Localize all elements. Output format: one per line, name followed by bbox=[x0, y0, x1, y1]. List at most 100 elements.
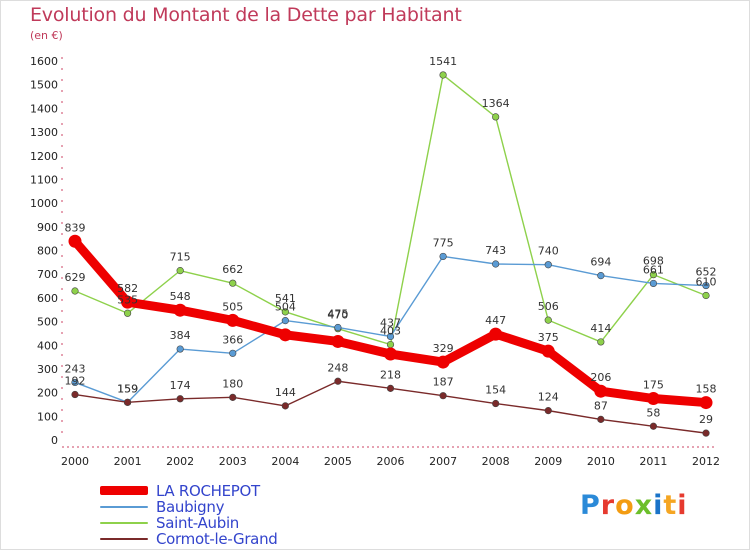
series-layer bbox=[68, 71, 713, 437]
data-point bbox=[439, 392, 447, 400]
data-point bbox=[384, 347, 397, 361]
data-point bbox=[386, 332, 395, 341]
legend-label: Baubigny bbox=[156, 498, 225, 516]
x-tick-label: 2000 bbox=[61, 455, 89, 468]
data-point bbox=[436, 355, 450, 369]
y-tick-label: 900 bbox=[37, 221, 58, 234]
data-label: 715 bbox=[170, 251, 191, 264]
y-tick-label: 1300 bbox=[30, 126, 58, 139]
data-point bbox=[71, 390, 79, 399]
data-label: 159 bbox=[117, 382, 138, 395]
data-label: 1364 bbox=[482, 97, 510, 110]
y-tick-label: 800 bbox=[37, 245, 58, 258]
data-point bbox=[649, 271, 658, 279]
data-label: 662 bbox=[222, 263, 243, 276]
proxiti-logo: Proxiti bbox=[580, 490, 688, 521]
data-label: 180 bbox=[222, 377, 243, 390]
x-tick-label: 2002 bbox=[166, 455, 194, 468]
data-label: 548 bbox=[170, 290, 191, 303]
logo-letter: r bbox=[600, 490, 616, 521]
y-tick-label: 600 bbox=[37, 292, 58, 305]
x-tick-label: 2004 bbox=[271, 455, 299, 468]
y-tick-label: 1100 bbox=[30, 173, 58, 186]
data-label: 187 bbox=[433, 376, 454, 389]
data-label: 740 bbox=[538, 245, 559, 258]
data-label: 366 bbox=[222, 333, 243, 346]
y-tick-label: 0 bbox=[51, 434, 58, 447]
y-tick-label: 1200 bbox=[30, 150, 58, 163]
data-label: 743 bbox=[485, 244, 506, 257]
data-label: 329 bbox=[433, 342, 454, 355]
x-tick-label: 2001 bbox=[114, 455, 142, 468]
data-label: 144 bbox=[275, 386, 296, 399]
data-label: 610 bbox=[696, 276, 717, 289]
data-label: 661 bbox=[643, 263, 664, 276]
data-point bbox=[334, 377, 342, 385]
y-tick-label: 1600 bbox=[30, 55, 58, 68]
data-point bbox=[71, 287, 79, 295]
data-point bbox=[173, 303, 187, 317]
data-point bbox=[544, 261, 552, 269]
logo-letter: x bbox=[634, 490, 654, 521]
data-label: 403 bbox=[380, 325, 401, 338]
data-label: 87 bbox=[594, 399, 608, 412]
data-label: 29 bbox=[699, 413, 713, 426]
data-label: 475 bbox=[327, 307, 348, 320]
y-tick-label: 700 bbox=[37, 268, 58, 281]
data-label: 694 bbox=[590, 256, 611, 269]
data-point bbox=[176, 345, 184, 353]
data-point bbox=[541, 344, 555, 358]
data-label: 414 bbox=[590, 322, 611, 335]
logo-letter: t bbox=[663, 490, 678, 521]
x-tick-label: 2006 bbox=[377, 455, 405, 468]
data-point bbox=[278, 328, 292, 342]
data-label: 541 bbox=[275, 292, 296, 305]
legend-label: Saint-Aubin bbox=[156, 514, 240, 532]
y-tick-label: 500 bbox=[37, 316, 58, 329]
x-axis: 2000 2001 2002 2003 2004 2005 2006 2007 2008 2009… bbox=[61, 446, 720, 468]
data-point bbox=[331, 334, 345, 348]
data-label: 447 bbox=[485, 314, 506, 327]
data-point bbox=[646, 392, 660, 406]
data-point bbox=[702, 291, 710, 300]
data-point bbox=[699, 396, 713, 410]
data-point bbox=[123, 398, 132, 406]
data-point bbox=[229, 349, 237, 357]
data-label: 243 bbox=[65, 362, 86, 375]
x-tick-label: 2008 bbox=[482, 455, 510, 468]
chart-title: Evolution du Montant de la Dette par Hab… bbox=[30, 4, 462, 26]
logo-letter: i bbox=[677, 490, 688, 521]
data-label: 504 bbox=[275, 301, 296, 314]
legend-label: LA ROCHEPOT bbox=[156, 482, 260, 500]
data-point bbox=[281, 402, 289, 410]
data-point bbox=[544, 407, 552, 415]
data-point bbox=[123, 309, 132, 317]
x-tick-label: 2011 bbox=[639, 455, 667, 468]
x-tick-label: 2005 bbox=[324, 455, 352, 468]
logo-letter: o bbox=[615, 490, 635, 521]
data-point bbox=[702, 281, 710, 290]
data-point bbox=[281, 317, 289, 325]
data-point bbox=[649, 422, 658, 430]
logo-letter: i bbox=[653, 490, 664, 521]
data-point bbox=[492, 399, 500, 408]
data-point bbox=[229, 393, 237, 401]
data-label: 629 bbox=[65, 271, 86, 284]
series-la-rochepot bbox=[68, 234, 713, 410]
data-point bbox=[334, 323, 342, 332]
data-label: 698 bbox=[643, 255, 664, 268]
data-label: 174 bbox=[170, 379, 191, 392]
data-label: 1541 bbox=[429, 55, 457, 68]
x-tick-label: 2010 bbox=[587, 455, 615, 468]
y-tick-label: 1000 bbox=[30, 197, 58, 210]
data-point bbox=[702, 429, 710, 437]
data-label: 535 bbox=[117, 293, 138, 306]
data-label: 158 bbox=[696, 383, 717, 396]
data-label: 506 bbox=[538, 300, 559, 313]
data-point bbox=[492, 113, 500, 121]
data-label: 375 bbox=[538, 331, 559, 344]
y-tick-label: 400 bbox=[37, 339, 58, 352]
y-tick-label: 300 bbox=[37, 363, 58, 376]
data-label: 248 bbox=[327, 361, 348, 374]
